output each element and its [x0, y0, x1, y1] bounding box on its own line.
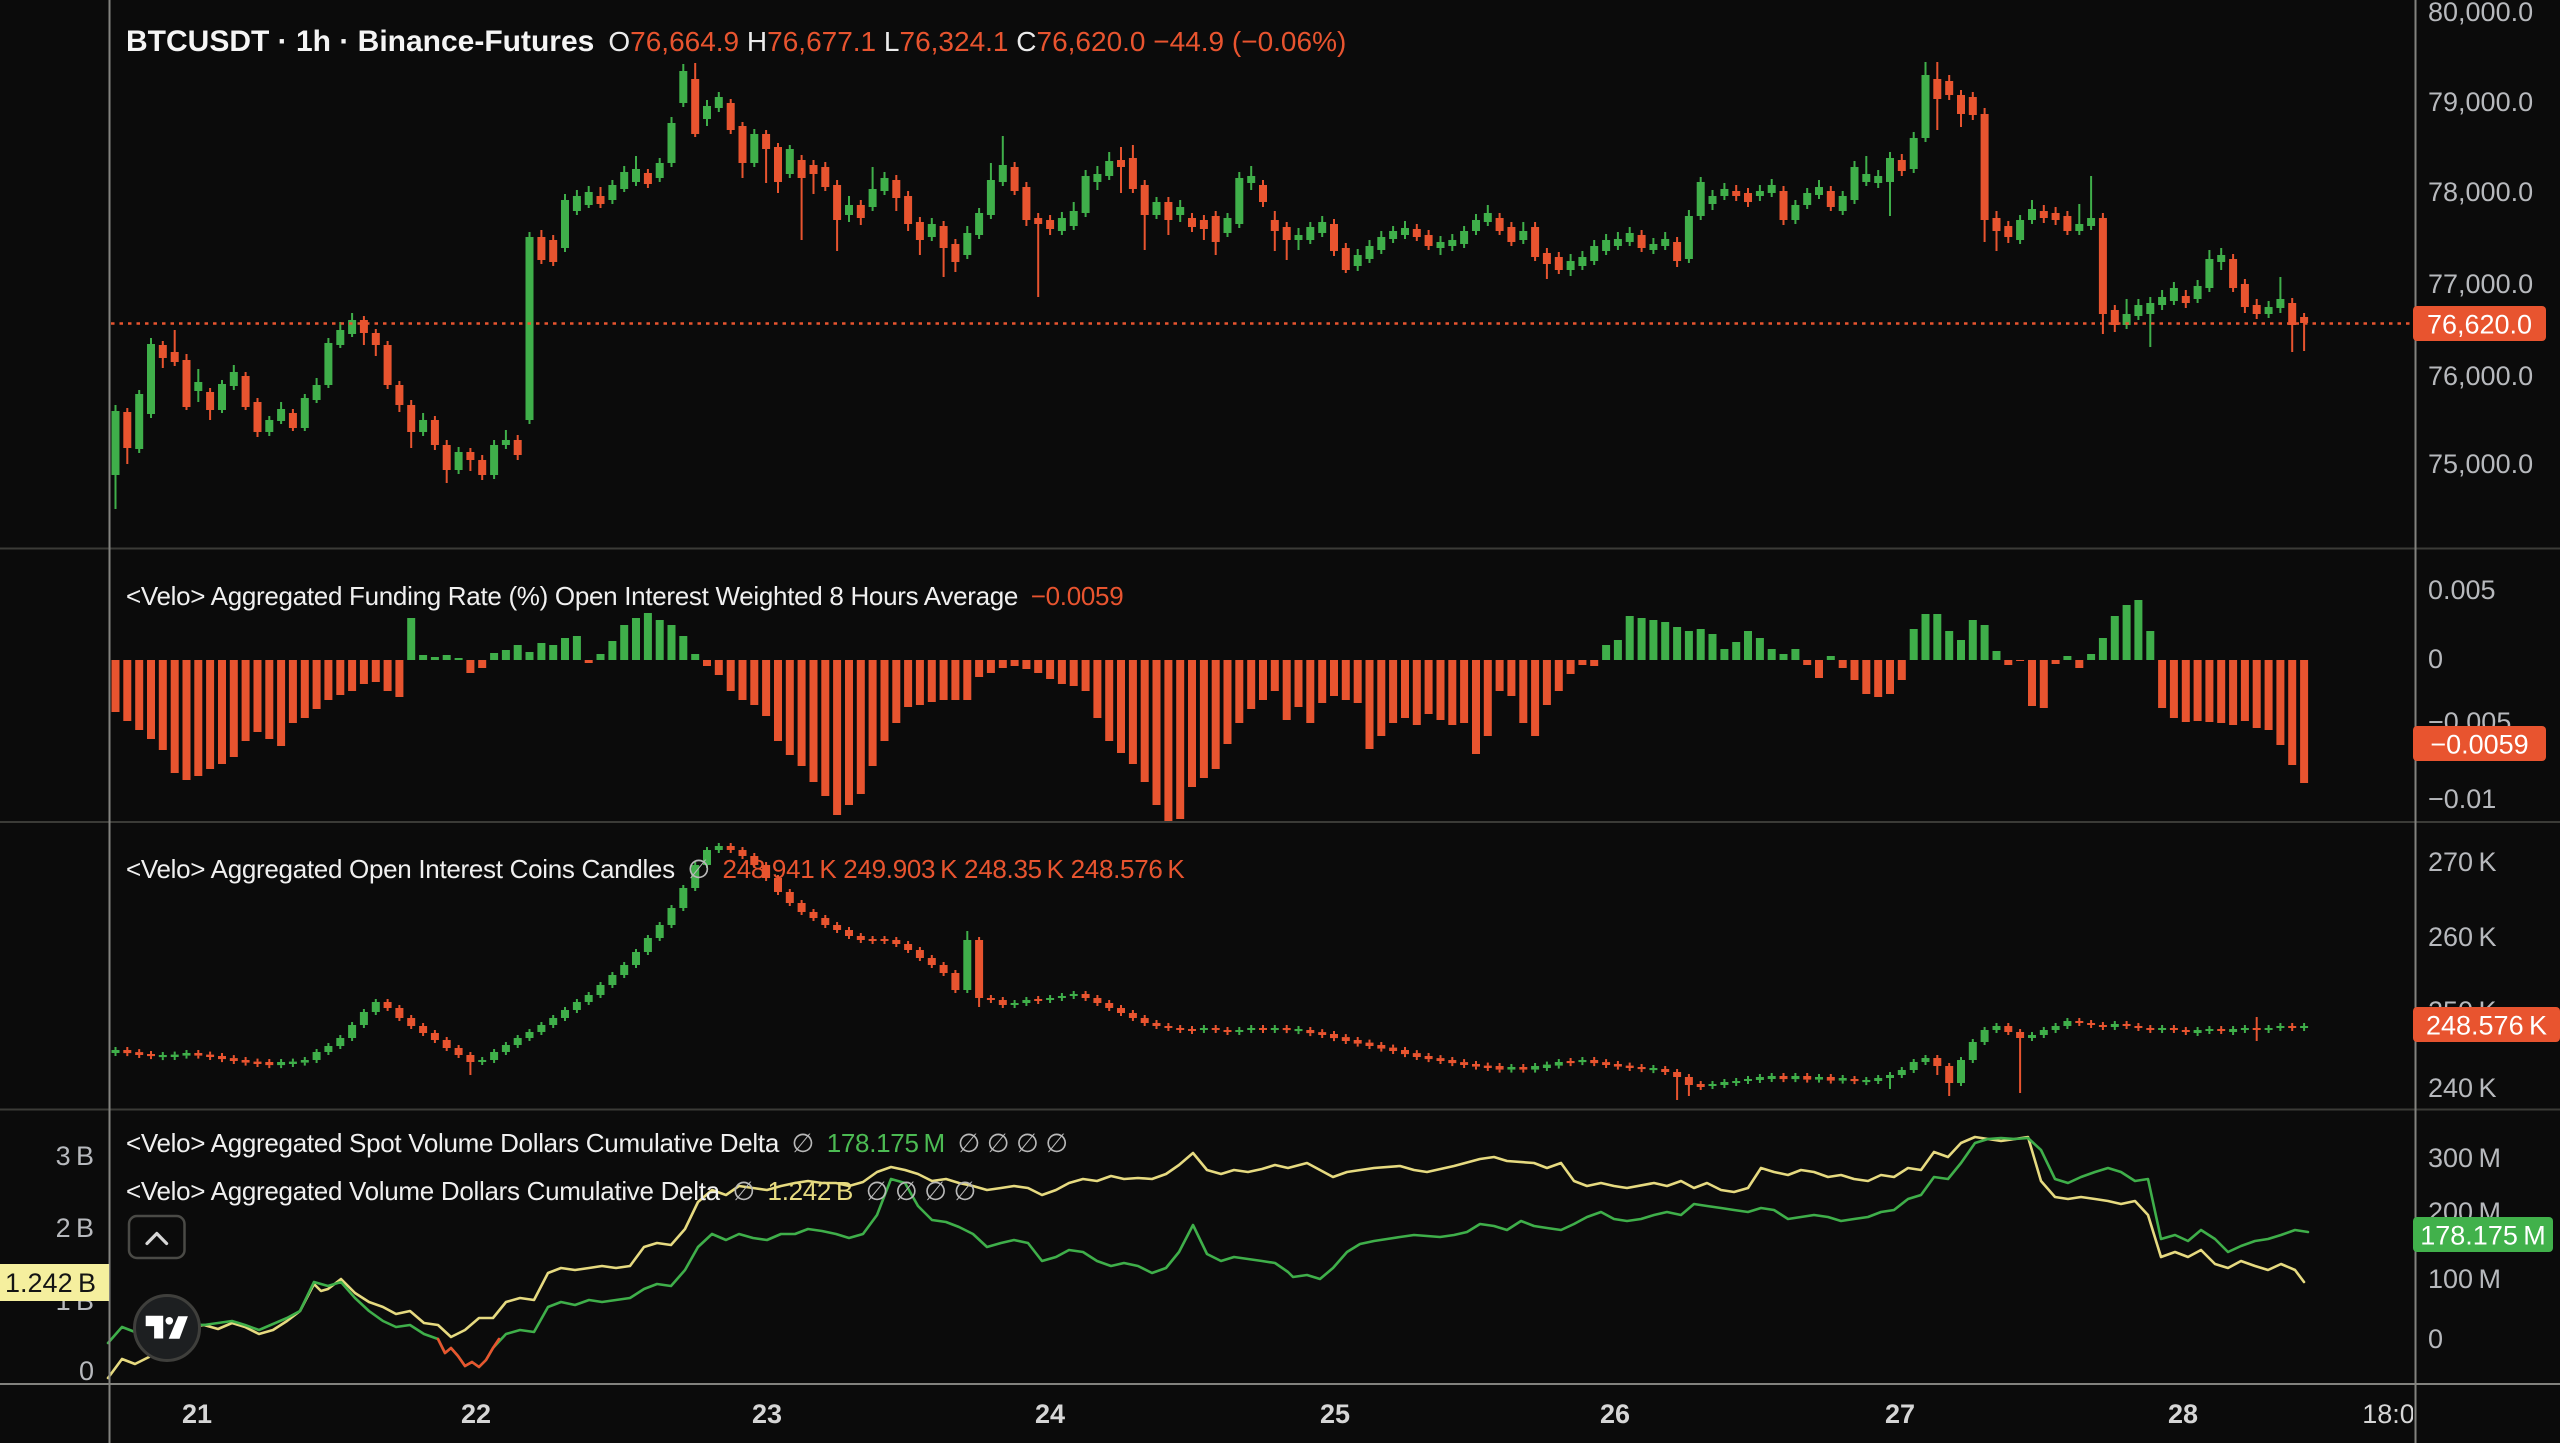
svg-text:79,000.0: 79,000.0 [2428, 87, 2533, 117]
svg-text:76,000.0: 76,000.0 [2428, 361, 2533, 391]
svg-text:21: 21 [182, 1399, 212, 1429]
svg-text:270 K: 270 K [2428, 847, 2496, 877]
svg-text:BTCUSDT · 1h · Binance-Futures: BTCUSDT · 1h · Binance-Futures O76,664.9… [126, 25, 1346, 58]
svg-text:26: 26 [1600, 1399, 1630, 1429]
svg-text:80,000.0: 80,000.0 [2428, 0, 2533, 27]
svg-text:300 M: 300 M [2428, 1143, 2501, 1173]
svg-text:260 K: 260 K [2428, 922, 2496, 952]
svg-text:27: 27 [1885, 1399, 1915, 1429]
svg-text:178.175 M: 178.175 M [2420, 1221, 2546, 1251]
svg-text:3 B: 3 B [56, 1141, 94, 1171]
svg-text:77,000.0: 77,000.0 [2428, 269, 2533, 299]
svg-text:28: 28 [2168, 1399, 2198, 1429]
svg-text:248.576 K: 248.576 K [2426, 1011, 2547, 1041]
svg-text:24: 24 [1035, 1399, 1065, 1429]
svg-text:18:00: 18:00 [2362, 1399, 2430, 1429]
svg-text:23: 23 [752, 1399, 782, 1429]
svg-text:75,000.0: 75,000.0 [2428, 449, 2533, 479]
svg-text:<Velo> Aggregated Volume Dolla: <Velo> Aggregated Volume Dollars Cumulat… [126, 1176, 976, 1206]
svg-text:0: 0 [79, 1356, 94, 1386]
svg-text:<Velo> Aggregated Open Interes: <Velo> Aggregated Open Interest Coins Ca… [126, 854, 1185, 884]
svg-text:−0.0059: −0.0059 [2430, 730, 2528, 760]
svg-text:1.242 B: 1.242 B [5, 1268, 96, 1298]
svg-text:<Velo> Aggregated Spot Volume: <Velo> Aggregated Spot Volume Dollars Cu… [126, 1128, 1068, 1158]
svg-text:22: 22 [461, 1399, 491, 1429]
svg-text:−0.01: −0.01 [2428, 784, 2496, 814]
svg-text:<Velo> Aggregated Funding Rate: <Velo> Aggregated Funding Rate (%) Open … [126, 581, 1123, 611]
svg-text:240 K: 240 K [2428, 1073, 2496, 1103]
svg-text:76,620.0: 76,620.0 [2427, 310, 2532, 340]
svg-text:78,000.0: 78,000.0 [2428, 177, 2533, 207]
svg-text:25: 25 [1320, 1399, 1350, 1429]
svg-text:2 B: 2 B [56, 1213, 94, 1243]
svg-text:0: 0 [2428, 1324, 2443, 1354]
svg-text:0: 0 [2428, 644, 2443, 674]
svg-text:100 M: 100 M [2428, 1264, 2501, 1294]
svg-text:0.005: 0.005 [2428, 575, 2496, 605]
